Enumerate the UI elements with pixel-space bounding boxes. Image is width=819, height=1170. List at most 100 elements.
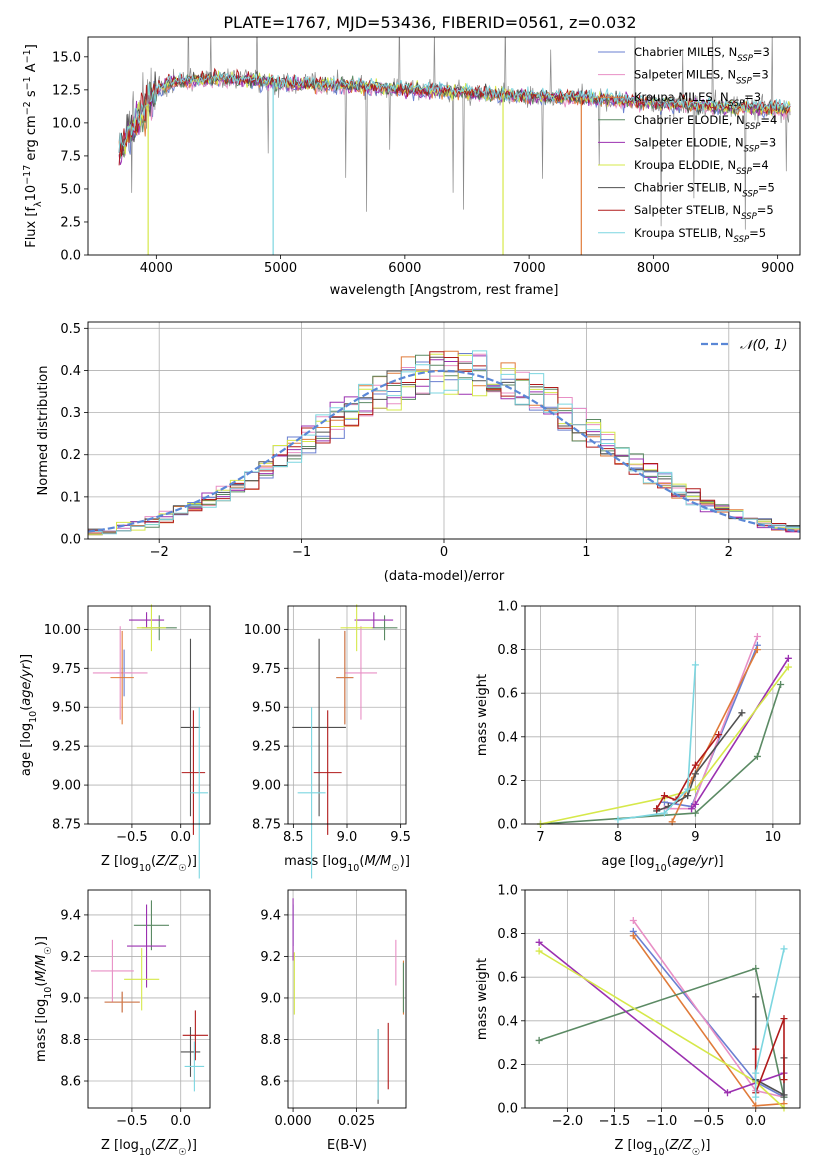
x-tick-label: 7000 [513, 261, 546, 276]
label-part: Z/Z [155, 854, 179, 869]
legend-text: Salpeter MILES, N [634, 68, 736, 82]
legend-entry: Chabrier ELODIE, NSSP=4 [634, 113, 777, 132]
weight-point [691, 785, 699, 793]
label-part: mass [log [284, 854, 347, 869]
label-part: −1 [22, 49, 33, 63]
y-tick-label: 9.00 [52, 779, 81, 794]
mass_vs_Z-frame [87, 889, 211, 1109]
weight-point [780, 1076, 788, 1084]
y-tick-label: 9.2 [260, 950, 281, 965]
label-part: 10 [139, 863, 151, 874]
y-tick-label: 9.0 [60, 991, 81, 1006]
legend-entry: Salpeter ELODIE, NSSP=3 [634, 135, 776, 154]
y-tick-label: 9.4 [60, 908, 81, 923]
weight-point [780, 945, 788, 953]
weight-point [535, 947, 543, 955]
histograms [88, 350, 800, 536]
weight-point [691, 770, 699, 778]
x-axis-label: age [log10(age/yr)] [601, 854, 723, 874]
x-tick-label: −2 [150, 545, 169, 560]
legend-text: Chabrier STELIB, N [634, 181, 742, 195]
y-tick-label: 8.75 [252, 818, 281, 833]
label-part: ] [24, 44, 39, 49]
y-tick-label: 8.8 [60, 1033, 81, 1048]
x-tick-label: −1.0 [646, 1114, 678, 1129]
x-tick-label: 0 [440, 545, 448, 560]
y-axis-label: mass [log10(M/M☉)] [34, 936, 54, 1062]
legend-value: =3 [759, 135, 776, 149]
y-tick-label: 2.5 [60, 215, 81, 230]
y-axis-label: mass weight [475, 958, 490, 1040]
legend-value: =3 [752, 68, 769, 82]
y-tick-label: 12.5 [52, 83, 81, 98]
legend-text: Kroupa MILES, N [634, 90, 729, 104]
y-axis-label: age [log10(age/yr)] [19, 654, 39, 776]
label-part: Z [log [101, 1138, 139, 1153]
legend-text: Kroupa STELIB, N [634, 226, 734, 240]
weight-point [715, 731, 723, 739]
y-tick-label: 9.50 [252, 701, 281, 716]
y-tick-label: 0.0 [60, 533, 81, 548]
legend-text: Kroupa ELODIE, N [634, 158, 736, 172]
label-part: ( [151, 1138, 156, 1153]
y-tick-label: 0.3 [60, 406, 81, 421]
label-part: ☉ [178, 863, 187, 874]
label-part: erg cm [24, 115, 39, 164]
mass_vs_EBV-frame [287, 889, 407, 1109]
x-axis-label: mass [log10(M/M☉)] [284, 854, 410, 874]
weight-point [614, 816, 622, 824]
y-tick-label: 10.0 [52, 116, 81, 131]
x-tick-label: −0.5 [116, 830, 148, 845]
label-part: ☉ [43, 946, 54, 955]
y-tick-label: 0.8 [497, 643, 518, 658]
label-part: −1 [22, 76, 33, 90]
x-tick-label: 8.5 [283, 830, 304, 845]
weight-point [752, 1093, 760, 1101]
legend-entry: Salpeter STELIB, NSSP=5 [634, 203, 774, 222]
histogram-5 [88, 353, 800, 536]
spectrum-axes: 4000 5000 6000 7000 8000 9000 0.0 2.5 5.0 7.5 10.0… [22, 37, 794, 298]
weight-point [752, 1069, 760, 1077]
x-tick-label: 0.0 [170, 1114, 191, 1129]
label-part: 10 [139, 1147, 151, 1158]
mass_vs_Z-axes: −0.5 0.08.68.89.09.29.4Z [log10(Z/Z☉)]mas… [34, 890, 210, 1158]
y-tick-label: 5.0 [60, 182, 81, 197]
y-tick-label: 8.6 [60, 1075, 81, 1090]
label-part: )] [187, 854, 197, 869]
weight_vs_Z-axes: −2.0 −1.5 −1.0 −0.5 0.0 0.0 0.2 0.4 0.6 0.8 1.0 Z [… [475, 884, 800, 1158]
y-tick-label: 0.0 [497, 1102, 518, 1117]
y-tick-label: 9.25 [252, 740, 281, 755]
weight-point [691, 800, 699, 808]
legend-sub: SSP [737, 54, 753, 64]
legend-value: =5 [758, 181, 775, 195]
legend-sub: SSP [741, 212, 757, 222]
age_vs_mass-axes: 8.5 9.0 9.5 8.75 9.00 9.25 9.50 9.75 10.00 mass [… [244, 604, 411, 879]
y-tick-label: 0.0 [497, 818, 518, 833]
label-part: −17 [22, 165, 33, 185]
label-part: age [log [601, 854, 654, 869]
y-tick-label: 0.4 [60, 364, 81, 379]
label-part: ( [359, 854, 364, 869]
label-part: s [24, 90, 39, 101]
x-tick-label: 4000 [140, 261, 173, 276]
label-part: )] [400, 854, 410, 869]
weight-point [780, 1015, 788, 1023]
residuals-axes: −2 −1 0 1 2 0.0 0.1 0.2 0.3 0.4 0.5 (data-model)/er… [36, 322, 800, 584]
x-tick-label: 8 [614, 830, 622, 845]
y-tick-label: 8.6 [260, 1075, 281, 1090]
label-part: 10 [28, 711, 39, 723]
figure-title: PLATE=1767, MJD=53436, FIBERID=0561, z=0… [223, 13, 636, 32]
x-tick-label: −2.0 [552, 1114, 584, 1129]
weight-point [535, 938, 543, 946]
x-tick-label: −1.5 [599, 1114, 631, 1129]
legend-sub: SSP [736, 167, 752, 177]
legend-text: Chabrier ELODIE, N [634, 113, 745, 127]
x-tick-label: 8000 [637, 261, 670, 276]
model-spectrum-8 [118, 71, 791, 153]
x-axis-label: (data-model)/error [384, 569, 505, 584]
weight-point [780, 1091, 788, 1099]
y-tick-label: 10.00 [244, 623, 281, 638]
x-tick-label: 9.5 [390, 830, 411, 845]
